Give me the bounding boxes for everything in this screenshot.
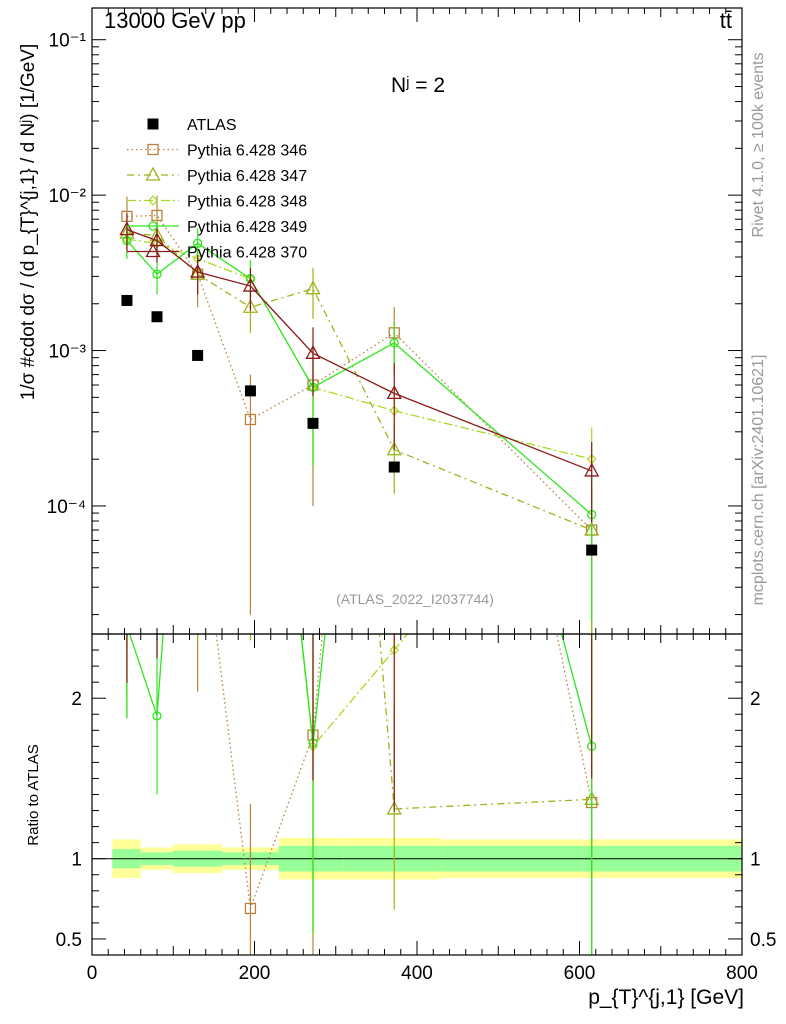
ratio-tick-label-left: 1 <box>71 850 82 871</box>
legend-marker <box>145 243 161 258</box>
series-4-main <box>122 226 597 622</box>
series-5-ratio-point <box>388 534 401 546</box>
series-5-point <box>386 385 402 400</box>
atlas-data-point <box>307 417 319 429</box>
series-2-ratio-point <box>120 579 133 591</box>
ratio-tick-label-right: 0.5 <box>750 930 776 951</box>
series-1-point <box>244 413 257 426</box>
series-1-ratio-point <box>244 902 257 915</box>
legend-marker <box>148 195 158 206</box>
ratio-frame <box>91 633 743 956</box>
y-tick-label: 10⁻⁴ <box>47 497 86 518</box>
atlas-data-point <box>586 544 598 556</box>
series-4-point <box>389 338 399 348</box>
atlas-data-point <box>388 461 400 473</box>
main-frame <box>91 7 743 635</box>
series-3-ratio-point <box>153 538 161 547</box>
atlas-data-point <box>244 385 256 397</box>
series-5-point <box>190 263 206 278</box>
header-collision-label: 13000 GeV pp <box>104 8 246 33</box>
legend-label: ATLAS <box>187 117 237 134</box>
x-axis-label: p_{T}^{j,1} [GeV] <box>588 986 744 1009</box>
legend-label: Pythia 6.428 370 <box>187 245 307 262</box>
x-tick-label: 800 <box>726 963 758 984</box>
legend-item-series-3: Pythia 6.428 348 <box>127 194 307 211</box>
series-3-ratio-point <box>194 341 202 350</box>
panel-label: Nʲ = 2 <box>391 74 445 97</box>
ratio-tick-label-right: 2 <box>750 689 761 710</box>
series-5-main <box>119 213 600 523</box>
y-axis-label: 1/σ #cdot dσ / (d p_{T}^{j,1} / d Nʲ) [1… <box>18 44 39 400</box>
series-5-point <box>584 462 600 477</box>
series-2-point <box>305 280 321 295</box>
ratio-y-axis-label: Ratio to ATLAS <box>25 744 42 845</box>
series-1-ratio-point <box>122 456 132 466</box>
series-5-ratio-point <box>191 467 204 479</box>
y-tick-label: 10⁻² <box>49 186 87 207</box>
ratio-tick-label-right: 1 <box>750 850 761 871</box>
series-5-ratio-point <box>307 563 320 575</box>
series-5-point <box>242 277 259 292</box>
series-5-ratio-point <box>151 515 164 527</box>
legend-label: Pythia 6.428 349 <box>187 219 307 236</box>
series-2-point <box>242 298 259 313</box>
legend-marker <box>148 221 158 231</box>
x-tick-label: 200 <box>239 963 271 984</box>
series-2-ratio-point <box>386 800 402 815</box>
mcplots-label: mcplots.cern.ch [arXiv:2401.10621] <box>750 355 767 606</box>
series-5-ratio-line <box>127 265 592 570</box>
series-1-ratio-point <box>152 295 162 305</box>
series-4-point <box>192 238 203 248</box>
series-4-point <box>152 269 162 279</box>
legend-marker <box>147 143 159 156</box>
series-5-point <box>149 232 165 247</box>
series-5-ratio-point <box>120 553 133 565</box>
series-3-ratio-point <box>123 613 131 622</box>
series-4-line <box>126 240 593 516</box>
ratio-tick-label-left: 2 <box>71 689 82 710</box>
y-tick-label: 10⁻¹ <box>49 31 87 52</box>
legend-label: Pythia 6.428 346 <box>187 143 307 160</box>
ratio-tick-label-left: 0.5 <box>56 930 82 951</box>
atlas-data-point <box>192 349 204 361</box>
legend-label: Pythia 6.428 348 <box>187 194 307 211</box>
series-4-ratio-point <box>152 711 162 721</box>
series-2-ratio-point <box>151 483 164 495</box>
series-3-ratio <box>123 341 596 935</box>
atlas-data-point <box>121 294 133 306</box>
series-5-ratio <box>120 265 593 812</box>
legend-label: Pythia 6.428 347 <box>187 168 307 185</box>
legend-atlas-marker <box>147 118 159 130</box>
series-2-ratio-point <box>191 478 204 490</box>
analysis-id: (ATLAS_2022_I2037744) <box>336 591 494 607</box>
y-tick-label: 10⁻³ <box>49 342 87 363</box>
x-tick-label: 0 <box>87 963 98 984</box>
legend-item-series-2: Pythia 6.428 347 <box>127 166 307 185</box>
atlas-data-point <box>151 311 163 323</box>
rivet-label: Rivet 4.1.0, ≥ 100k events <box>750 53 767 238</box>
series-5-point <box>305 344 321 359</box>
x-tick-label: 400 <box>401 963 433 984</box>
series-2-point <box>386 441 402 456</box>
series-1-ratio-point <box>193 480 203 490</box>
legend-marker <box>145 166 161 181</box>
x-tick-label: 600 <box>564 963 596 984</box>
legend-item-series-5: Pythia 6.428 370 <box>127 243 307 262</box>
legend-item-series-4: Pythia 6.428 349 <box>127 219 307 236</box>
legend-item-series-1: Pythia 6.428 346 <box>127 143 307 160</box>
series-3-ratio-point <box>588 405 596 414</box>
header-process-label: tt̄ <box>720 8 732 33</box>
legend-item-atlas: ATLAS <box>147 117 237 134</box>
series-5-point <box>119 221 135 236</box>
